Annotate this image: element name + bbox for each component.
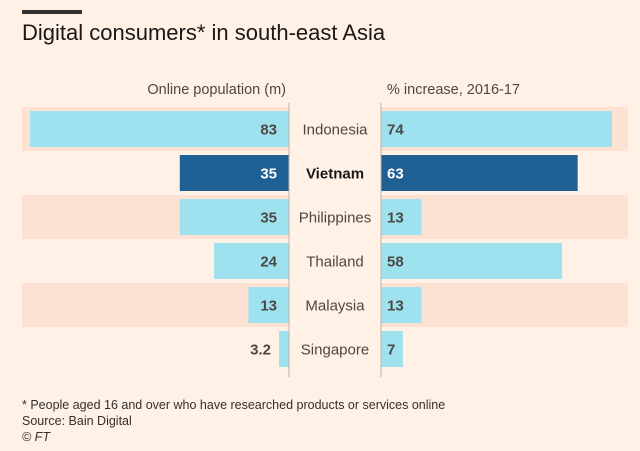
bar-online-population	[179, 155, 289, 191]
bar-percent-increase	[381, 287, 422, 323]
bar-online-population	[214, 243, 289, 279]
label-online-population: 3.2	[250, 342, 271, 359]
bar-percent-increase	[381, 111, 612, 147]
title-accent-bar	[22, 10, 82, 14]
label-online-population: 35	[260, 210, 277, 227]
bar-percent-increase	[381, 331, 403, 367]
label-percent-increase: 7	[387, 342, 395, 359]
label-online-population: 24	[260, 254, 277, 271]
bar-online-population	[248, 287, 289, 323]
bar-online-population	[30, 111, 289, 147]
label-percent-increase: 13	[387, 298, 404, 315]
center-label-column	[289, 103, 381, 377]
source-note: Source: Bain Digital	[22, 414, 132, 428]
label-percent-increase: 63	[387, 166, 404, 183]
right-header: % increase, 2016-17	[387, 82, 520, 98]
bar-online-population	[279, 331, 289, 367]
bar-online-population	[179, 199, 289, 235]
bar-percent-increase	[381, 243, 563, 279]
label-percent-increase: 74	[387, 122, 404, 139]
category-label: Vietnam	[306, 166, 364, 183]
label-online-population: 83	[260, 122, 277, 139]
label-online-population: 13	[260, 298, 277, 315]
butterfly-bar-chart: Online population (m) % increase, 2016-17…	[22, 82, 628, 377]
bar-percent-increase	[381, 199, 422, 235]
category-label: Indonesia	[302, 122, 368, 139]
footnote: * People aged 16 and over who have resea…	[22, 398, 446, 412]
credit: © FT	[22, 430, 50, 444]
label-percent-increase: 58	[387, 254, 404, 271]
label-percent-increase: 13	[387, 210, 404, 227]
category-label: Philippines	[299, 210, 372, 227]
category-label: Thailand	[306, 254, 364, 271]
category-label: Malaysia	[305, 298, 365, 315]
left-header: Online population (m)	[147, 82, 286, 98]
label-online-population: 35	[260, 166, 277, 183]
category-label: Singapore	[301, 342, 369, 359]
chart-title: Digital consumers* in south-east Asia	[22, 20, 386, 45]
bar-percent-increase	[381, 155, 578, 191]
